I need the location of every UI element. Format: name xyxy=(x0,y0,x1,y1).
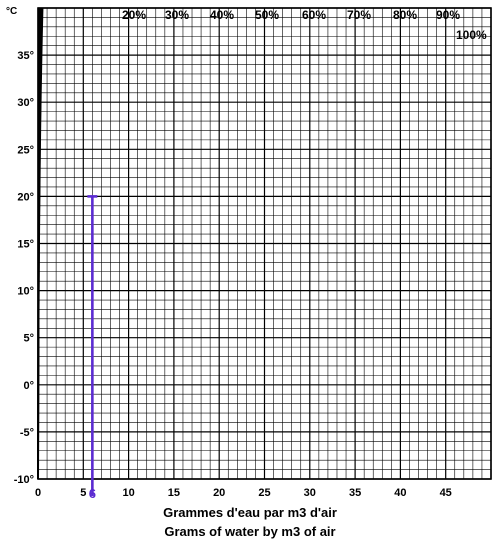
y-tick-label: -5° xyxy=(20,427,34,439)
curve-label-80-pct: 80% xyxy=(393,8,417,22)
curve-label-50-pct: 50% xyxy=(255,8,279,22)
y-tick-label: 5° xyxy=(23,333,34,345)
curve-label-70-pct: 70% xyxy=(347,8,371,22)
x-tick-label: 35 xyxy=(349,487,361,499)
curve-label-40-pct: 40% xyxy=(210,8,234,22)
x-tick-label: 15 xyxy=(168,487,180,499)
curve-label-60-pct: 60% xyxy=(302,8,326,22)
x-tick-label: 0 xyxy=(35,487,41,499)
grid-major xyxy=(37,7,492,480)
y-tick-label: 15° xyxy=(17,239,34,251)
y-unit-label: °C xyxy=(6,6,17,17)
curve-label-90-pct: 90% xyxy=(436,8,460,22)
humidity-curves xyxy=(37,7,44,480)
curve-label-30-pct: 30% xyxy=(165,8,189,22)
x-axis-ticks: 0 5 10 15 20 25 30 35 40 45 xyxy=(35,487,452,499)
x-axis-label-english: Grams of water by m3 of air xyxy=(164,524,335,539)
annotation-label: 6 xyxy=(89,486,96,501)
x-tick-label: 40 xyxy=(394,487,406,499)
curve-labels: 20% 30% 40% 50% 60% 70% 80% 90% 100% xyxy=(122,8,487,42)
curve-label-20-pct: 20% xyxy=(122,8,146,22)
y-axis-ticks: -10° -5° 0° 5° 10° 15° 20° 25° 30° 35° xyxy=(14,50,34,486)
annotation-marker: 6 xyxy=(87,195,98,501)
y-tick-label: 30° xyxy=(17,97,34,109)
x-tick-label: 25 xyxy=(258,487,270,499)
y-tick-label: -10° xyxy=(14,474,34,486)
x-tick-label: 5 xyxy=(80,487,86,499)
curve-100-pct xyxy=(37,7,44,480)
x-tick-label: 10 xyxy=(122,487,134,499)
x-tick-label: 45 xyxy=(440,487,452,499)
x-axis-label-french: Grammes d'eau par m3 d'air xyxy=(163,505,337,520)
y-tick-label: 35° xyxy=(17,50,34,62)
curve-label-100-pct: 100% xyxy=(456,28,487,42)
y-tick-label: 25° xyxy=(17,144,34,156)
y-tick-label: 0° xyxy=(23,380,34,392)
x-tick-label: 20 xyxy=(213,487,225,499)
x-tick-label: 30 xyxy=(304,487,316,499)
y-tick-label: 20° xyxy=(17,191,34,203)
y-tick-label: 10° xyxy=(17,286,34,298)
